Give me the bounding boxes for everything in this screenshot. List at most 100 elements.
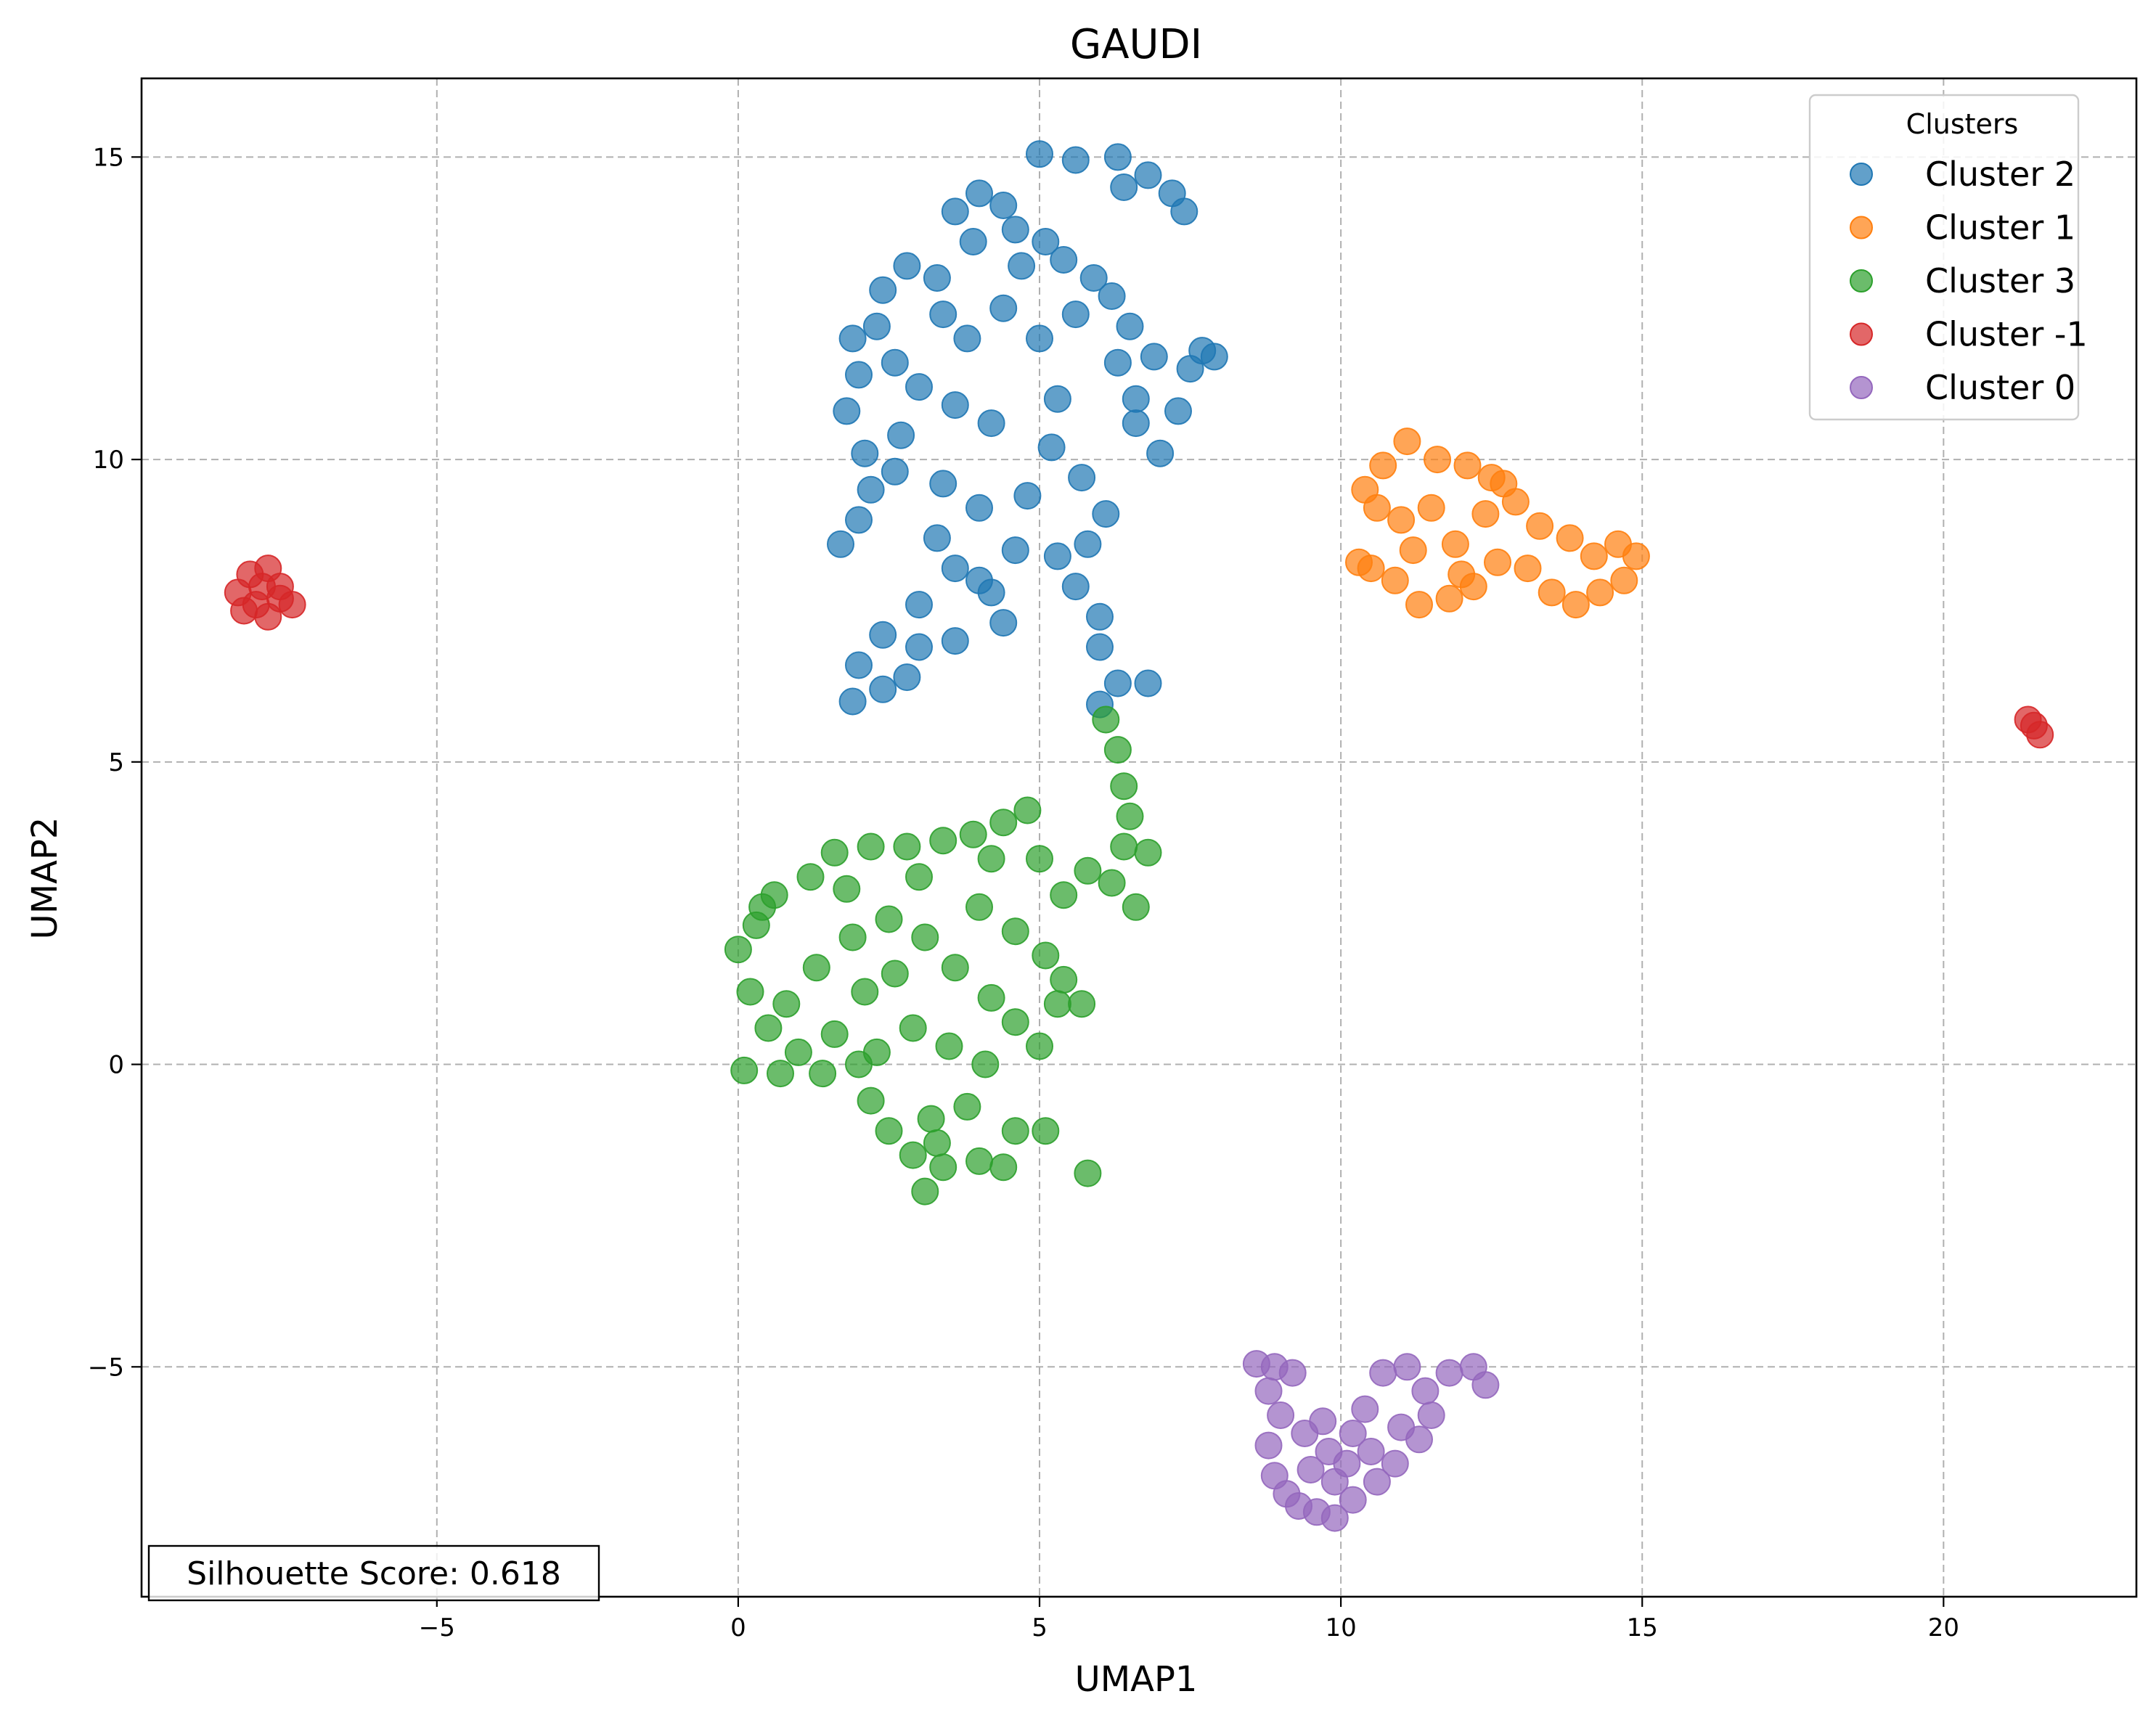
data-point <box>833 875 861 903</box>
data-point <box>1103 736 1132 764</box>
data-point <box>1447 560 1476 589</box>
series-cluster-2 <box>827 140 1228 719</box>
data-point <box>875 1117 903 1145</box>
y-axis-ticks: −5 0 5 10 15 <box>88 143 142 1382</box>
data-point <box>1026 845 1053 873</box>
data-point <box>1098 282 1126 310</box>
x-tick-label: 0 <box>730 1613 746 1642</box>
data-point <box>1026 140 1053 168</box>
data-point <box>2026 721 2054 749</box>
data-point <box>1103 143 1132 171</box>
data-point <box>838 324 867 353</box>
data-point <box>989 1153 1018 1182</box>
data-point <box>1424 446 1451 474</box>
data-point <box>1050 965 1078 994</box>
data-point <box>736 978 764 1006</box>
data-point <box>1026 324 1053 353</box>
data-point <box>748 893 777 921</box>
data-point <box>1032 228 1060 255</box>
data-point <box>941 627 969 655</box>
data-point <box>935 1032 963 1060</box>
data-point <box>1471 1371 1500 1399</box>
data-point <box>1297 1456 1325 1483</box>
legend-entry-label: Cluster -1 <box>1925 315 2088 354</box>
data-point <box>1357 1438 1385 1465</box>
data-point <box>1050 881 1078 909</box>
data-point <box>820 1020 849 1048</box>
data-point <box>820 838 849 867</box>
data-point <box>941 554 969 583</box>
series-cluster-3 <box>724 705 1162 1206</box>
data-point <box>965 566 993 594</box>
data-point <box>911 1177 939 1206</box>
data-point <box>899 1014 927 1042</box>
data-point <box>1333 1449 1361 1478</box>
data-point <box>989 809 1018 837</box>
data-point <box>1110 772 1138 801</box>
data-point <box>1538 578 1566 607</box>
x-tick-label: 5 <box>1032 1613 1048 1642</box>
data-point <box>905 633 933 661</box>
data-point <box>1032 1117 1060 1145</box>
data-point <box>1001 536 1029 565</box>
data-point <box>929 300 957 329</box>
data-point <box>1079 264 1108 292</box>
y-tick-label: −5 <box>88 1353 124 1382</box>
data-point <box>1140 343 1168 371</box>
data-point <box>881 457 909 486</box>
data-point <box>893 252 921 280</box>
x-tick-label: 15 <box>1627 1613 1658 1642</box>
data-point <box>1008 252 1036 280</box>
data-point <box>1086 602 1114 631</box>
x-tick-label: 20 <box>1928 1613 1959 1642</box>
data-point <box>1309 1407 1337 1436</box>
data-point <box>1001 917 1029 946</box>
data-point <box>1254 1377 1283 1405</box>
data-point <box>1074 856 1102 885</box>
data-point <box>1453 451 1482 480</box>
data-point <box>1134 669 1162 697</box>
data-point <box>893 663 921 692</box>
data-point <box>1164 397 1192 425</box>
y-tick-label: 15 <box>93 143 124 172</box>
data-point <box>965 893 993 921</box>
data-point <box>899 1141 927 1169</box>
data-point <box>1556 524 1584 552</box>
legend-marker <box>1850 216 1873 240</box>
data-point <box>1032 941 1060 970</box>
data-point <box>1043 385 1071 413</box>
plot-frame <box>140 77 2138 1598</box>
data-point <box>875 905 903 933</box>
data-point <box>1170 197 1199 226</box>
data-point <box>230 597 258 625</box>
data-point <box>1417 494 1445 522</box>
data-point <box>248 573 276 601</box>
data-point <box>1514 554 1542 583</box>
legend-entry-label: Cluster 1 <box>1925 208 2075 247</box>
data-point <box>1110 832 1138 861</box>
data-point <box>1345 548 1373 576</box>
data-point <box>881 959 909 988</box>
data-point <box>857 1086 885 1115</box>
data-point <box>1134 838 1162 867</box>
x-axis-label: UMAP1 <box>1075 1659 1198 1700</box>
data-point <box>869 276 897 304</box>
legend-marker <box>1850 322 1873 346</box>
data-point <box>953 324 981 353</box>
data-point <box>772 990 801 1018</box>
x-tick-label: 10 <box>1325 1613 1356 1642</box>
data-point <box>977 845 1005 873</box>
y-axis-label: UMAP2 <box>25 817 65 940</box>
data-point <box>989 192 1018 219</box>
data-point <box>1369 1359 1397 1387</box>
data-point <box>929 1153 957 1182</box>
data-point <box>1037 433 1066 462</box>
data-point <box>1103 348 1132 377</box>
data-point <box>1471 500 1500 528</box>
data-point <box>1116 802 1144 830</box>
data-point <box>905 863 933 891</box>
data-point <box>730 1056 759 1084</box>
x-axis-ticks: −5 0 5 10 15 20 <box>419 1597 1959 1642</box>
data-point <box>989 294 1018 322</box>
